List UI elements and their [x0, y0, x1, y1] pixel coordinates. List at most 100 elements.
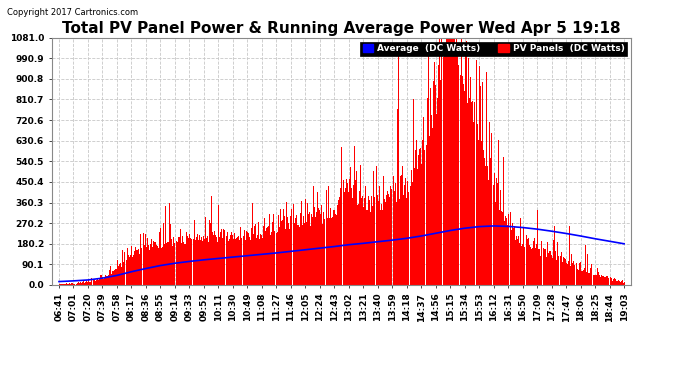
Bar: [279, 227, 280, 285]
Bar: [428, 52, 429, 285]
Bar: [506, 225, 508, 285]
Bar: [462, 76, 463, 285]
Bar: [318, 208, 319, 285]
Bar: [598, 272, 599, 285]
Bar: [350, 167, 351, 285]
Bar: [519, 243, 520, 285]
Bar: [303, 216, 304, 285]
Bar: [403, 195, 404, 285]
Bar: [319, 210, 320, 285]
Bar: [159, 232, 160, 285]
Bar: [75, 283, 77, 285]
Bar: [64, 284, 65, 285]
Bar: [129, 258, 130, 285]
Bar: [481, 141, 482, 285]
Bar: [616, 281, 617, 285]
Bar: [92, 281, 93, 285]
Bar: [468, 58, 469, 285]
Bar: [500, 190, 501, 285]
Bar: [229, 239, 230, 285]
Bar: [179, 237, 180, 285]
Bar: [108, 273, 110, 285]
Bar: [85, 282, 86, 285]
Bar: [190, 239, 192, 285]
Bar: [453, 38, 454, 285]
Bar: [572, 263, 573, 285]
Bar: [81, 284, 82, 285]
Bar: [612, 280, 613, 285]
Bar: [372, 206, 373, 285]
Bar: [384, 200, 385, 285]
Bar: [102, 277, 103, 285]
Bar: [284, 216, 285, 285]
Bar: [299, 226, 300, 285]
Bar: [156, 245, 157, 285]
Bar: [473, 102, 475, 285]
Bar: [315, 217, 316, 285]
Bar: [219, 237, 220, 285]
Bar: [415, 150, 416, 285]
Bar: [231, 232, 232, 285]
Bar: [100, 275, 101, 285]
Bar: [117, 260, 118, 285]
Bar: [249, 237, 250, 285]
Bar: [82, 282, 83, 285]
Bar: [523, 227, 524, 285]
Bar: [293, 204, 295, 285]
Bar: [402, 166, 403, 285]
Bar: [594, 275, 595, 285]
Bar: [202, 242, 203, 285]
Bar: [601, 274, 602, 285]
Bar: [360, 165, 362, 285]
Bar: [354, 146, 355, 285]
Bar: [314, 207, 315, 285]
Bar: [380, 210, 381, 285]
Bar: [352, 198, 353, 285]
Bar: [466, 41, 467, 285]
Bar: [106, 276, 107, 285]
Bar: [134, 251, 135, 285]
Bar: [562, 262, 563, 285]
Bar: [257, 222, 259, 285]
Bar: [232, 236, 233, 285]
Bar: [565, 259, 566, 285]
Bar: [409, 183, 411, 285]
Bar: [74, 284, 75, 285]
Bar: [171, 238, 172, 285]
Bar: [329, 217, 331, 285]
Bar: [514, 226, 515, 285]
Bar: [459, 38, 460, 285]
Bar: [393, 176, 395, 285]
Bar: [285, 230, 286, 285]
Bar: [455, 38, 457, 285]
Bar: [482, 82, 483, 285]
Bar: [97, 278, 98, 285]
Bar: [486, 72, 487, 285]
Bar: [207, 236, 208, 285]
Bar: [333, 210, 334, 285]
Bar: [478, 140, 480, 285]
Bar: [259, 239, 260, 285]
Bar: [505, 216, 506, 285]
Bar: [501, 210, 502, 285]
Bar: [300, 213, 301, 285]
Bar: [153, 241, 154, 285]
Bar: [233, 239, 234, 285]
Bar: [125, 258, 126, 285]
Bar: [602, 276, 603, 285]
Bar: [555, 260, 557, 285]
Bar: [396, 202, 397, 285]
Bar: [588, 273, 589, 285]
Bar: [126, 260, 128, 285]
Bar: [184, 244, 185, 285]
Bar: [485, 166, 486, 285]
Bar: [83, 281, 84, 285]
Bar: [424, 138, 426, 285]
Bar: [270, 232, 272, 285]
Bar: [236, 238, 237, 285]
Bar: [450, 38, 451, 285]
Bar: [313, 186, 314, 285]
Text: Copyright 2017 Cartronics.com: Copyright 2017 Cartronics.com: [7, 8, 138, 17]
Bar: [310, 226, 311, 285]
Bar: [107, 276, 108, 285]
